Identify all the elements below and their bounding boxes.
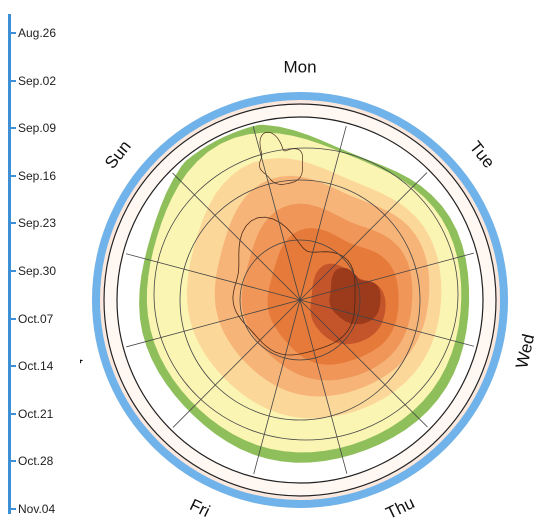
timeline-date-oct-07[interactable]: Oct.07 [8,312,53,326]
date-timeline: Aug.26 Sep.02 Sep.09 Sep.16 Sep.23 Sep.30 Oct.… [0,0,80,527]
timeline-date-sep-30[interactable]: Sep.30 [8,264,56,278]
timeline-tick [8,222,16,225]
day-label-tue[interactable]: Tue [466,138,499,172]
meridian-line [299,299,480,352]
day-label-sun[interactable]: Sun [101,137,135,172]
timeline-date-sep-16[interactable]: Sep.16 [8,169,56,183]
timeline-date-sep-02[interactable]: Sep.02 [8,74,56,88]
timeline-date-oct-21[interactable]: Oct.21 [8,407,53,421]
timeline-date-label: Oct.28 [18,454,54,469]
timeline-date-label: Aug.26 [18,26,57,40]
timeline-date-label: Nov.04 [18,502,56,516]
timeline-tick [8,174,16,177]
timeline-date-label: Oct.07 [18,311,54,326]
meridian-line [299,158,442,301]
timeline-date-label: Sep.02 [18,73,57,88]
timeline-date-label: Oct.21 [18,406,54,421]
timeline-tick [8,270,16,272]
timeline-date-nov-04[interactable]: Nov.04 [8,502,55,516]
timeline-tick [8,79,16,82]
meridian-line [299,299,353,480]
timeline-tick [8,32,16,34]
day-label-thu[interactable]: Thu [383,493,418,523]
latitude-circle-3 [153,147,459,441]
meridian-line [158,299,301,442]
timeline-date-oct-28[interactable]: Oct.28 [8,454,53,468]
meridian-line [158,158,301,301]
meridian-line [248,299,301,480]
timeline-date-sep-09[interactable]: Sep.09 [8,121,56,135]
timeline-tick [8,317,16,320]
timeline-tick [8,508,16,510]
outer-border [103,103,497,497]
timeline-tick [8,460,16,463]
day-label-wed[interactable]: Wed [512,332,538,370]
timeline-date-oct-14[interactable]: Oct.14 [8,359,53,373]
timeline-date-label: Sep.09 [18,121,57,136]
timeline-axis [8,14,11,514]
ozone-layers [120,120,480,480]
meridian-line [120,248,301,301]
day-label-mon[interactable]: Mon [283,57,316,76]
continent-outline [232,216,356,356]
meridian-line [299,120,352,301]
meridian-line [299,247,480,301]
coastline-north [259,131,303,185]
timeline-date-label: Sep.16 [18,168,57,183]
day-label-fri[interactable]: Fri [187,495,213,521]
timeline-tick [8,127,16,130]
day-label-sat[interactable]: Sat [80,337,87,366]
meridian-line [299,299,442,442]
meridian-line [120,299,301,353]
timeline-date-label: Oct.14 [18,359,54,374]
day-ring[interactable] [92,92,508,508]
latitude-circle-2 [179,179,421,421]
meridian-line [247,120,301,301]
timeline-date-label: Sep.30 [18,264,57,278]
timeline-date-sep-23[interactable]: Sep.23 [8,216,56,230]
timeline-tick [8,365,16,368]
timeline-date-aug-26[interactable]: Aug.26 [8,26,56,40]
latitude-circle-1 [239,239,361,361]
timeline-tick [8,412,16,415]
polar-ozone-map: Mon Tue Wed Thu Fri Sat Sun [80,57,538,523]
timeline-date-label: Sep.23 [18,216,57,231]
